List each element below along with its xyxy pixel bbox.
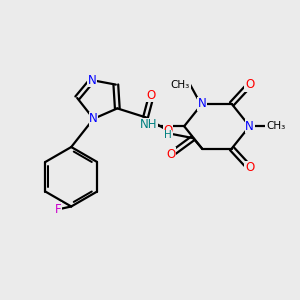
Text: F: F — [55, 203, 61, 216]
Text: O: O — [166, 148, 176, 161]
Text: CH₃: CH₃ — [171, 80, 190, 90]
Text: NH: NH — [140, 118, 158, 131]
Text: O: O — [245, 78, 254, 91]
Text: O: O — [147, 88, 156, 101]
Text: O: O — [163, 124, 172, 137]
Text: N: N — [89, 112, 98, 125]
Text: N: N — [245, 120, 254, 133]
Text: H: H — [164, 130, 172, 140]
Text: N: N — [88, 74, 96, 87]
Text: N: N — [198, 98, 206, 110]
Text: CH₃: CH₃ — [266, 121, 285, 131]
Text: O: O — [245, 161, 254, 174]
